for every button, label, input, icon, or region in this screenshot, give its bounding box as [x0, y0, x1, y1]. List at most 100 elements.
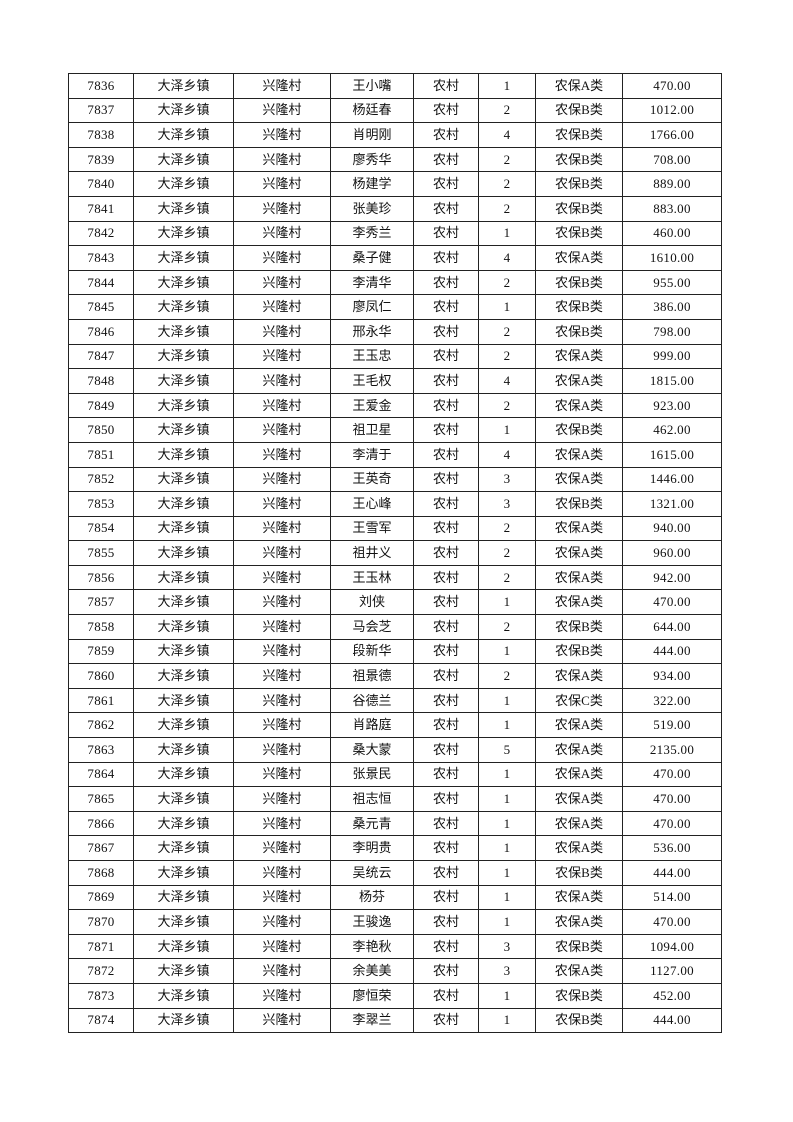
household-size-cell: 3 [478, 491, 536, 517]
table-row: 7864 大泽乡镇 兴隆村 张景民 农村 1 农保A类 470.00 [68, 761, 722, 788]
serial-number-cell: 7860 [68, 663, 134, 689]
table-row: 7850 大泽乡镇 兴隆村 祖卫星 农村 1 农保B类 462.00 [68, 417, 722, 443]
name-cell: 邢永华 [330, 318, 414, 345]
household-size-cell: 4 [478, 368, 536, 394]
table-row: 7853 大泽乡镇 兴隆村 王心峰 农村 3 农保B类 1321.00 [68, 491, 722, 517]
area-type-cell: 农村 [413, 171, 479, 197]
amount-cell: 1815.00 [622, 368, 722, 394]
household-size-cell: 1 [478, 417, 536, 443]
serial-number-cell: 7854 [68, 515, 134, 542]
area-type-cell: 农村 [413, 663, 479, 689]
village-cell: 兴隆村 [233, 245, 331, 271]
serial-number-cell: 7864 [68, 761, 134, 788]
insurance-category-cell: 农保A类 [535, 441, 623, 468]
household-size-cell: 1 [478, 835, 536, 861]
serial-number-cell: 7856 [68, 564, 134, 591]
insurance-category-cell: 农保B类 [535, 171, 623, 197]
area-type-cell: 农村 [413, 515, 479, 542]
name-cell: 杨芬 [330, 884, 414, 911]
amount-cell: 386.00 [622, 294, 722, 320]
area-type-cell: 农村 [413, 417, 479, 443]
township-cell: 大泽乡镇 [133, 835, 234, 861]
insurance-category-cell: 农保A类 [535, 835, 623, 861]
township-cell: 大泽乡镇 [133, 564, 234, 591]
table-row: 7869 大泽乡镇 兴隆村 杨芬 农村 1 农保A类 514.00 [68, 884, 722, 911]
household-size-cell: 4 [478, 122, 536, 148]
serial-number-cell: 7868 [68, 860, 134, 886]
household-size-cell: 2 [478, 515, 536, 542]
serial-number-cell: 7869 [68, 884, 134, 911]
household-size-cell: 1 [478, 810, 536, 837]
amount-cell: 960.00 [622, 540, 722, 566]
serial-number-cell: 7863 [68, 737, 134, 763]
village-cell: 兴隆村 [233, 171, 331, 197]
village-cell: 兴隆村 [233, 589, 331, 616]
insurance-category-cell: 农保B类 [535, 146, 623, 173]
village-cell: 兴隆村 [233, 663, 331, 689]
amount-cell: 462.00 [622, 417, 722, 443]
insurance-category-cell: 农保A类 [535, 368, 623, 394]
area-type-cell: 农村 [413, 122, 479, 148]
table-row: 7852 大泽乡镇 兴隆村 王英奇 农村 3 农保A类 1446.00 [68, 466, 722, 493]
household-size-cell: 2 [478, 392, 536, 419]
name-cell: 祖景德 [330, 663, 414, 689]
township-cell: 大泽乡镇 [133, 1007, 234, 1034]
area-type-cell: 农村 [413, 1007, 479, 1034]
household-size-cell: 2 [478, 195, 536, 222]
township-cell: 大泽乡镇 [133, 318, 234, 345]
serial-number-cell: 7858 [68, 614, 134, 640]
name-cell: 王雪军 [330, 515, 414, 542]
table-row: 7871 大泽乡镇 兴隆村 李艳秋 农村 3 农保B类 1094.00 [68, 933, 722, 960]
insurance-category-cell: 农保A类 [535, 392, 623, 419]
insurance-category-cell: 农保B类 [535, 318, 623, 345]
insurance-category-cell: 农保B类 [535, 294, 623, 320]
township-cell: 大泽乡镇 [133, 515, 234, 542]
amount-cell: 1094.00 [622, 933, 722, 960]
area-type-cell: 农村 [413, 294, 479, 320]
insurance-category-cell: 农保A类 [535, 466, 623, 493]
household-size-cell: 2 [478, 269, 536, 296]
amount-cell: 444.00 [622, 1007, 722, 1034]
household-size-cell: 2 [478, 540, 536, 566]
village-cell: 兴隆村 [233, 540, 331, 566]
insurance-category-cell: 农保A类 [535, 810, 623, 837]
village-cell: 兴隆村 [233, 515, 331, 542]
township-cell: 大泽乡镇 [133, 884, 234, 911]
village-cell: 兴隆村 [233, 491, 331, 517]
township-cell: 大泽乡镇 [133, 589, 234, 616]
table-row: 7872 大泽乡镇 兴隆村 余美美 农村 3 农保A类 1127.00 [68, 958, 722, 984]
amount-cell: 514.00 [622, 884, 722, 911]
name-cell: 廖恒荣 [330, 982, 414, 1009]
area-type-cell: 农村 [413, 786, 479, 812]
township-cell: 大泽乡镇 [133, 122, 234, 148]
name-cell: 谷德兰 [330, 687, 414, 714]
subsidy-table: 7836 大泽乡镇 兴隆村 王小嘴 农村 1 农保A类 470.00 7837 大泽乡镇 兴隆村 杨廷… [68, 73, 722, 1034]
amount-cell: 536.00 [622, 835, 722, 861]
insurance-category-cell: 农保A类 [535, 737, 623, 763]
insurance-category-cell: 农保A类 [535, 540, 623, 566]
township-cell: 大泽乡镇 [133, 491, 234, 517]
serial-number-cell: 7844 [68, 269, 134, 296]
serial-number-cell: 7845 [68, 294, 134, 320]
serial-number-cell: 7840 [68, 171, 134, 197]
serial-number-cell: 7851 [68, 441, 134, 468]
village-cell: 兴隆村 [233, 982, 331, 1009]
household-size-cell: 1 [478, 687, 536, 714]
area-type-cell: 农村 [413, 835, 479, 861]
village-cell: 兴隆村 [233, 638, 331, 665]
village-cell: 兴隆村 [233, 786, 331, 812]
amount-cell: 460.00 [622, 220, 722, 247]
village-cell: 兴隆村 [233, 835, 331, 861]
household-size-cell: 1 [478, 220, 536, 247]
township-cell: 大泽乡镇 [133, 909, 234, 935]
name-cell: 王心峰 [330, 491, 414, 517]
village-cell: 兴隆村 [233, 810, 331, 837]
household-size-cell: 1 [478, 589, 536, 616]
name-cell: 吴统云 [330, 860, 414, 886]
insurance-category-cell: 农保B类 [535, 97, 623, 124]
insurance-category-cell: 农保B类 [535, 860, 623, 886]
amount-cell: 889.00 [622, 171, 722, 197]
insurance-category-cell: 农保B类 [535, 1007, 623, 1034]
name-cell: 廖秀华 [330, 146, 414, 173]
table-row: 7847 大泽乡镇 兴隆村 王玉忠 农村 2 农保A类 999.00 [68, 343, 722, 370]
